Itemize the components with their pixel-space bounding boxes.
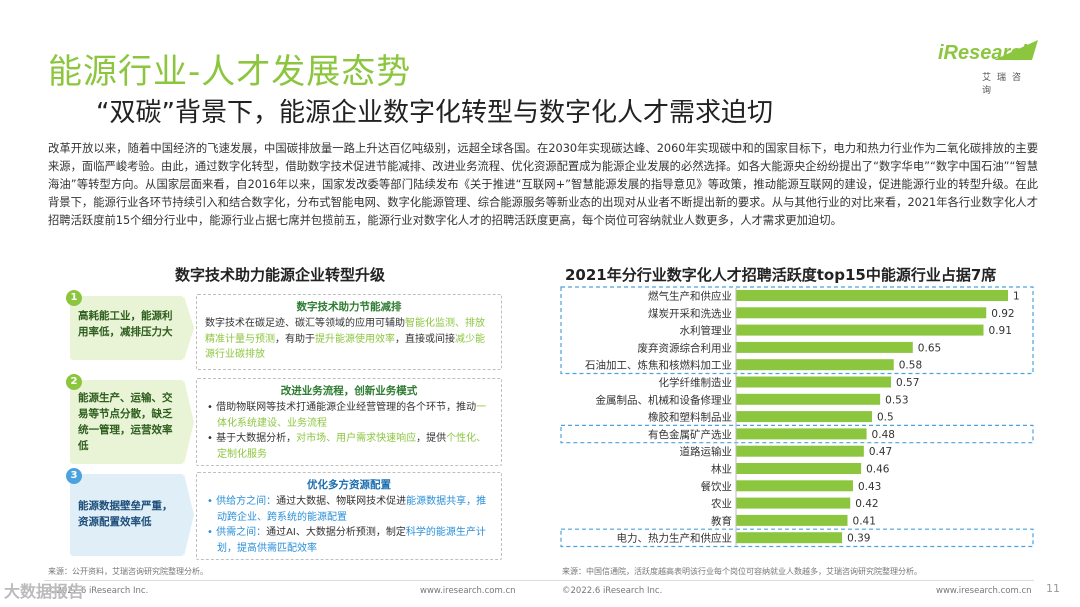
left-source-note: 来源：公开资料，艾瑞咨询研究院整理分析。 <box>48 567 208 576</box>
item-1-heading: 数字技术助力节能减排 <box>296 301 402 313</box>
bar <box>736 307 987 319</box>
left-copyright: ©2022.6 iResearch Inc. <box>48 586 149 596</box>
item-1-arrow-icon <box>184 296 194 360</box>
bar <box>736 497 851 509</box>
category-label: 农业 <box>711 497 732 510</box>
item-1-tag: 1 高耗能工业，能源利用率低，减排压力大 <box>66 290 184 360</box>
bar <box>736 514 848 526</box>
watermark: 大数据报告 <box>4 582 85 601</box>
bar <box>736 532 843 544</box>
intro-paragraph: 改革开放以来，随着中国经济的飞速发展，中国碳排放量一路上升达百亿吨级别，远超全球… <box>48 142 1038 227</box>
category-label: 有色金属矿产选业 <box>648 428 732 441</box>
bar <box>736 463 862 474</box>
industry-bar-chart: 燃气生产和供应业 1 煤炭开采和洗选业 0.92 水利管理业 0.91 废弃资源综合利用业 0… <box>560 286 1034 548</box>
page-number: 11 <box>1046 582 1060 595</box>
item-2-heading: 改进业务流程，创新业务模式 <box>280 385 418 397</box>
category-label: 电力、热力生产和供应业 <box>617 532 733 545</box>
logo-swoosh-icon <box>994 40 1038 60</box>
category-label: 教育 <box>711 514 732 527</box>
value-label: 0.92 <box>991 308 1014 320</box>
value-label: 0.91 <box>989 325 1012 337</box>
item-1-number: 1 <box>66 290 82 306</box>
bar <box>736 341 913 353</box>
category-label: 林业 <box>711 463 732 476</box>
bar <box>736 411 872 423</box>
item-3-heading: 优化多方资源配置 <box>307 479 391 491</box>
highlight-box <box>560 286 1034 375</box>
category-label: 燃气生产和供应业 <box>648 290 732 303</box>
value-label: 1 <box>1013 291 1020 303</box>
value-label: 0.48 <box>872 429 895 441</box>
value-label: 0.41 <box>853 515 876 527</box>
category-label: 金属制品、机械和设备修理业 <box>596 393 733 406</box>
bar <box>736 480 853 492</box>
value-label: 0.53 <box>885 394 908 406</box>
value-label: 0.58 <box>899 360 922 372</box>
item-1-box: 数字技术助力节能减排 数字技术在碳足迹、碳汇等领域的应用可辅助智能化监测、排放精… <box>196 294 502 370</box>
highlight-box <box>560 528 1034 548</box>
item-3-tag: 3 能源数据壁垒严重，资源配置效率低 <box>66 468 184 556</box>
item-2-arrow-icon <box>184 380 194 464</box>
highlight-box <box>560 424 1034 444</box>
right-source-note: 来源：中国信通院，活跃度越高表明该行业每个岗位可容纳就业人数越多，艾瑞咨询研究院… <box>562 567 922 576</box>
category-label: 餐饮业 <box>701 480 733 493</box>
item-1-body: 数字技术在碳足迹、碳汇等领域的应用可辅助智能化监测、排放精准计量与预测，有助于提… <box>205 318 485 360</box>
value-label: 0.39 <box>847 533 870 545</box>
category-label: 废弃资源综合利用业 <box>638 341 733 354</box>
right-url-link[interactable]: www.iresearch.com.cn <box>936 586 1032 596</box>
page-title: 能源行业-人才发展态势 <box>48 52 412 92</box>
bar <box>736 290 1008 301</box>
value-label: 0.42 <box>855 498 878 510</box>
right-section-title: 2021年分行业数字化人才招聘活跃度top15中能源行业占据7席 <box>565 266 997 284</box>
item-2-body: • 借助物联网等技术打通能源企业经营管理的各个环节，推动一体化系统建设、业务流程… <box>207 402 487 460</box>
item-2-box: 改进业务流程，创新业务模式 • 借助物联网等技术打通能源企业经营管理的各个环节，… <box>196 378 502 466</box>
category-label: 橡胶和塑料制品业 <box>648 411 732 424</box>
value-label: 0.5 <box>877 412 894 424</box>
category-label: 煤炭开采和洗选业 <box>648 307 732 320</box>
item-2-tag-text: 能源生产、运输、交易等节点分散，缺乏统一管理，运营效率低 <box>78 392 173 452</box>
bar <box>736 428 867 440</box>
value-label: 0.46 <box>866 464 890 476</box>
footer-divider <box>44 580 1034 581</box>
bar <box>736 359 894 371</box>
bar <box>736 393 881 405</box>
item-3-arrow-icon <box>184 474 194 556</box>
item-3-body: • 供给方之间：通过大数据、物联网技术促进能源数据共享，推动跨企业、跨系统的能源… <box>207 496 487 554</box>
logo-cn-text: 艾瑞咨询 <box>982 73 1028 96</box>
iresearch-logo: iResearch 艾瑞咨询 <box>930 36 1040 96</box>
category-label: 道路运输业 <box>680 445 733 458</box>
value-label: 0.47 <box>869 446 892 458</box>
left-section-title: 数字技术助力能源企业转型升级 <box>175 266 386 284</box>
value-label: 0.65 <box>918 342 941 354</box>
category-label: 化学纤维制造业 <box>659 376 733 389</box>
item-2-number: 2 <box>66 374 82 390</box>
page-subtitle: “双碳”背景下，能源企业数字化转型与数字化人才需求迫切 <box>96 98 773 128</box>
item-3-tag-text: 能源数据壁垒严重，资源配置效率低 <box>78 500 173 528</box>
item-2-tag: 2 能源生产、运输、交易等节点分散，缺乏统一管理，运营效率低 <box>66 374 184 464</box>
item-3-number: 3 <box>66 468 82 484</box>
bar <box>736 324 984 336</box>
item-1-tag-text: 高耗能工业，能源利用率低，减排压力大 <box>78 310 173 338</box>
left-url-link[interactable]: www.iresearch.com.cn <box>420 586 516 596</box>
logo-text: iResearch <box>938 42 1034 64</box>
category-label: 水利管理业 <box>680 324 733 337</box>
right-copyright: ©2022.6 iResearch Inc. <box>562 586 663 596</box>
value-label: 0.43 <box>858 481 881 493</box>
category-label: 石油加工、炼焦和核燃料加工业 <box>585 359 732 372</box>
value-label: 0.57 <box>896 377 919 389</box>
item-3-box: 优化多方资源配置 • 供给方之间：通过大数据、物联网技术促进能源数据共享，推动跨… <box>196 472 502 560</box>
bar <box>736 376 892 388</box>
bar <box>736 445 864 457</box>
